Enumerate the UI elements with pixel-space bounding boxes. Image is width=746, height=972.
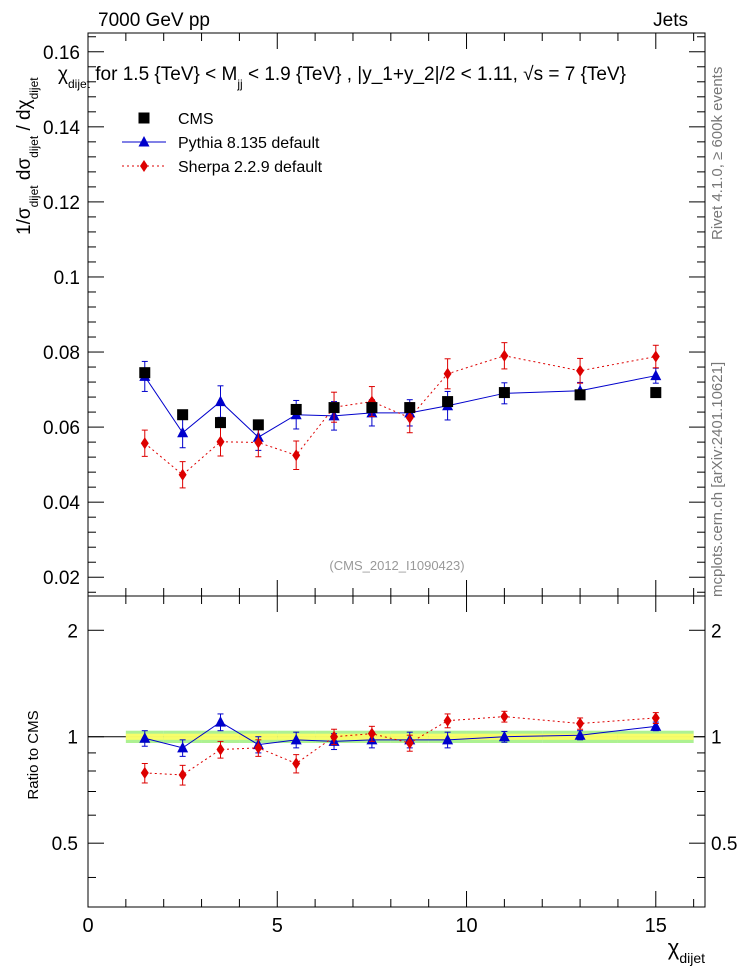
sherpa-point (405, 411, 414, 424)
y-tick-label: 0.16 (43, 43, 80, 64)
sherpa-point (254, 436, 263, 449)
rivet-label: Rivet 4.1.0, ≥ 600k events (709, 67, 726, 240)
sherpa-ratio-point (576, 717, 585, 730)
cms-point (290, 403, 302, 415)
sherpa-ratio-point (405, 736, 414, 749)
cms-point (498, 387, 510, 399)
pythia-ratio-line (144, 721, 656, 749)
sherpa-ratio-point (140, 766, 149, 779)
mcplots-label: mcplots.cern.ch [arXiv:2401.10621] (709, 362, 726, 597)
sherpa-point (140, 437, 149, 450)
legend: CMS Pythia 8.135 default Sherpa 2.2.9 defa… (122, 111, 323, 176)
sherpa-ratio-point (443, 714, 452, 727)
pythia-ratio-point (650, 720, 662, 731)
pythia-ratio-point (498, 730, 510, 742)
x-tick-label: 15 (645, 915, 667, 937)
analysis-watermark: (CMS_2012_I1090423) (329, 558, 464, 573)
ratio-axes: 0 5 10 15 0.5 0.5 1 1 2 2 (52, 595, 737, 937)
pythia-point (214, 395, 226, 407)
y-tick-label: 0.04 (43, 493, 80, 514)
ratio-y-tick-label: 1 (67, 728, 78, 749)
jets-label: Jets (653, 10, 688, 31)
ratio-y-tick-label: 0.5 (52, 834, 78, 855)
pythia-ratio-point (139, 732, 151, 743)
plot-title: χdijet for 1.5 {TeV} < Mjj < 1.9 {TeV} ,… (58, 64, 626, 91)
pythia-ratio-point (214, 716, 226, 727)
ratio-y-tick-label-right: 1 (711, 728, 722, 749)
ratio-band-inner (163, 733, 202, 740)
pythia-ratio-point (574, 729, 586, 740)
sherpa-point (651, 350, 660, 363)
pythia-point (650, 369, 662, 381)
x-axis-title: χdijet (668, 935, 705, 966)
x-tick-label: 5 (272, 915, 283, 937)
sherpa-ratio-point (651, 711, 660, 724)
cms-point (252, 419, 264, 431)
legend-label-pythia: Pythia 8.135 default (178, 135, 320, 152)
sherpa-ratio-line (144, 716, 656, 776)
sherpa-point (576, 364, 585, 377)
energy-label: 7000 GeV pp (98, 10, 210, 31)
y-tick-label: 0.14 (43, 118, 80, 139)
main-y-axis-title: 1/σdijet dσdijet / dχdijet (14, 77, 41, 235)
cms-point (574, 389, 586, 401)
cms-point (139, 367, 151, 379)
cms-point (366, 402, 378, 414)
legend-marker-cms (138, 112, 150, 124)
sherpa-ratio-point (367, 727, 376, 740)
sherpa-line (144, 355, 656, 476)
cms-point (177, 409, 189, 421)
y-tick-label: 0.02 (43, 568, 80, 589)
pythia-line (144, 375, 656, 438)
series-layer (139, 342, 662, 786)
y-tick-label: 0.08 (43, 343, 80, 364)
ratio-y-tick-label: 2 (67, 621, 78, 642)
cms-point (404, 402, 416, 414)
ratio-band-inner (617, 733, 694, 740)
sherpa-point (500, 349, 509, 362)
x-tick-label: 10 (455, 915, 477, 937)
sherpa-ratio-point (500, 710, 509, 723)
sherpa-ratio-point (216, 743, 225, 756)
ratio-y-tick-label-right: 0.5 (711, 834, 737, 855)
sherpa-point (443, 367, 452, 380)
pythia-ratio-point (177, 741, 189, 753)
cms-point (442, 396, 454, 408)
y-tick-label: 0.06 (43, 418, 80, 439)
sherpa-ratio-point (178, 768, 187, 781)
sherpa-point (216, 435, 225, 448)
cms-point (214, 417, 226, 429)
y-tick-label: 0.12 (43, 193, 80, 214)
y-tick-label: 0.1 (54, 268, 80, 289)
legend-label-sherpa: Sherpa 2.2.9 default (178, 159, 323, 176)
legend-marker-pythia (138, 136, 150, 147)
sherpa-ratio-point (254, 741, 263, 754)
cms-point (650, 387, 662, 399)
legend-label-cms: CMS (178, 111, 214, 128)
ratio-frame (87, 595, 706, 908)
ratio-band-inner (201, 733, 240, 740)
x-tick-label: 0 (82, 915, 93, 937)
pythia-point (177, 426, 189, 438)
ratio-y-axis-title: Ratio to CMS (25, 710, 42, 799)
sherpa-ratio-point (292, 757, 301, 770)
legend-marker-sherpa (140, 160, 148, 172)
pythia-ratio-point (442, 733, 454, 745)
cms-point (328, 402, 340, 414)
pythia-ratio-point (290, 733, 302, 745)
sherpa-point (292, 449, 301, 462)
sherpa-ratio-point (330, 730, 339, 743)
ratio-y-tick-label-right: 2 (711, 621, 722, 642)
sherpa-point (178, 468, 187, 481)
